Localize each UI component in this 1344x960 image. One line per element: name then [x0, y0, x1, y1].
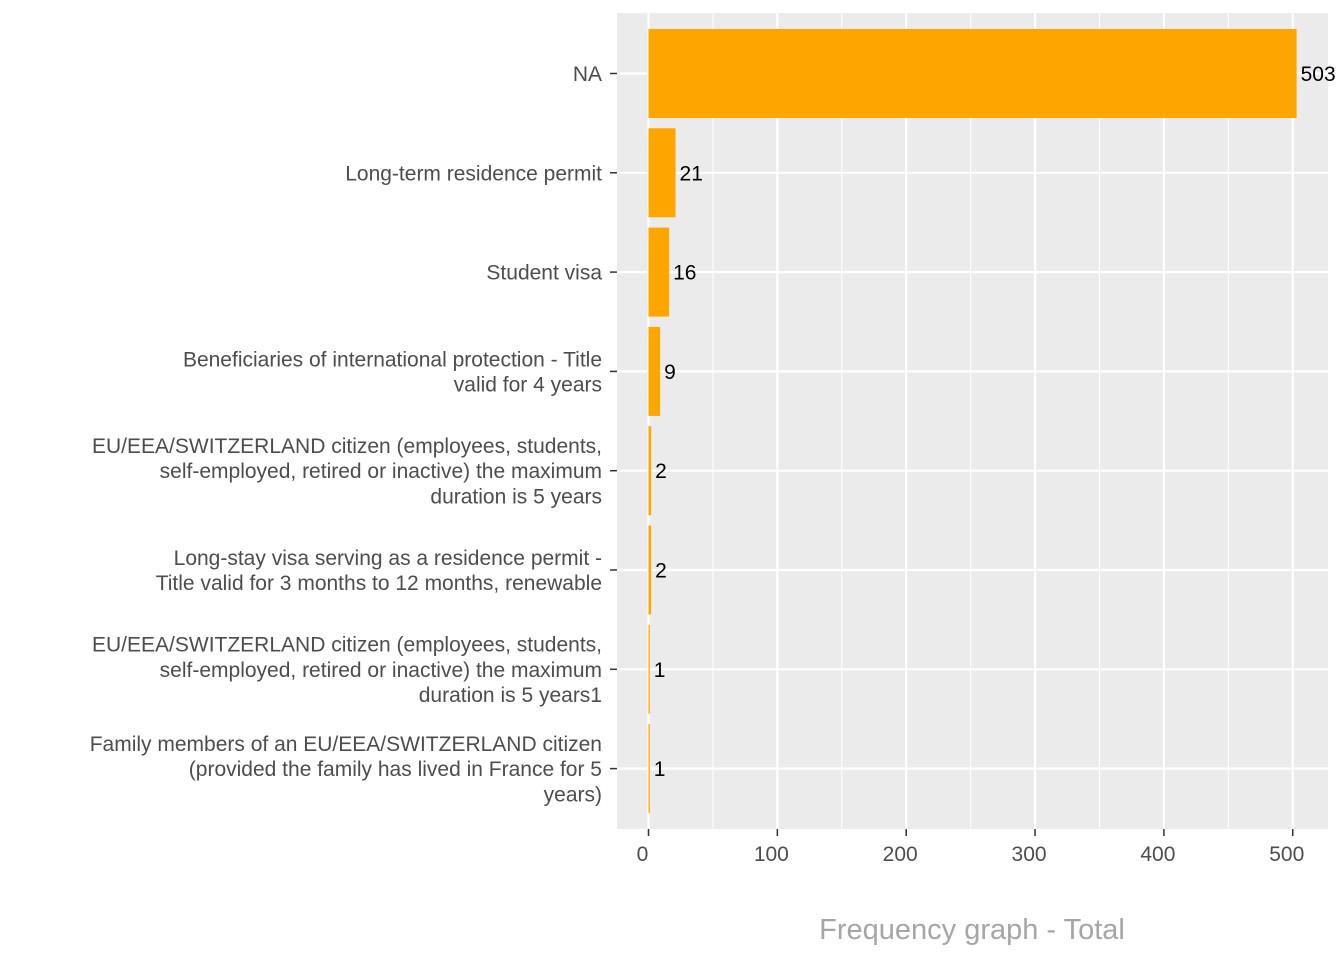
- bar: [648, 724, 650, 814]
- y-tick-label: Long-stay visa serving as a residence pe…: [156, 547, 602, 595]
- bar-value-label: 9: [664, 361, 676, 384]
- bar: [648, 525, 652, 615]
- bar-value-label: 16: [673, 262, 696, 285]
- bars: [648, 29, 1297, 814]
- x-tick-label: 0: [637, 843, 649, 866]
- y-tick-label: Beneficiaries of international protectio…: [183, 348, 602, 396]
- bar: [648, 326, 661, 416]
- x-axis: 0 100 200 300 400 500: [637, 829, 1304, 866]
- x-tick-label: 100: [754, 843, 789, 866]
- y-tick-label: Family members of an EU/EEA/SWITZERLAND …: [90, 733, 602, 806]
- bar-value-label: 503: [1301, 63, 1336, 86]
- x-tick-label: 300: [1012, 843, 1047, 866]
- bar-value-label: 21: [680, 162, 703, 185]
- bar: [648, 426, 652, 516]
- y-tick-label: NA: [573, 63, 602, 86]
- bar-value-label: 1: [654, 659, 666, 682]
- y-tick-label: Long-term residence permit: [345, 162, 602, 185]
- x-tick-label: 200: [883, 843, 918, 866]
- bar: [648, 29, 1297, 118]
- y-tick-label: Student visa: [486, 262, 602, 285]
- x-axis-title: Frequency graph - Total: [819, 914, 1125, 946]
- bar: [648, 128, 676, 218]
- x-tick-label: 400: [1140, 843, 1175, 866]
- x-tick-label: 500: [1269, 843, 1304, 866]
- bar-value-label: 2: [655, 460, 667, 483]
- bar: [648, 624, 650, 714]
- y-axis: NA Long-term residence permit Student visa…: [90, 63, 617, 806]
- bar-value-label: 1: [654, 758, 666, 781]
- plot-panel: [617, 13, 1328, 829]
- bar: [648, 227, 670, 317]
- bar-value-label: 2: [655, 560, 667, 583]
- y-tick-label: EU/EEA/SWITZERLAND citizen (employees, s…: [92, 435, 602, 508]
- y-tick-label: EU/EEA/SWITZERLAND citizen (employees, s…: [92, 634, 602, 707]
